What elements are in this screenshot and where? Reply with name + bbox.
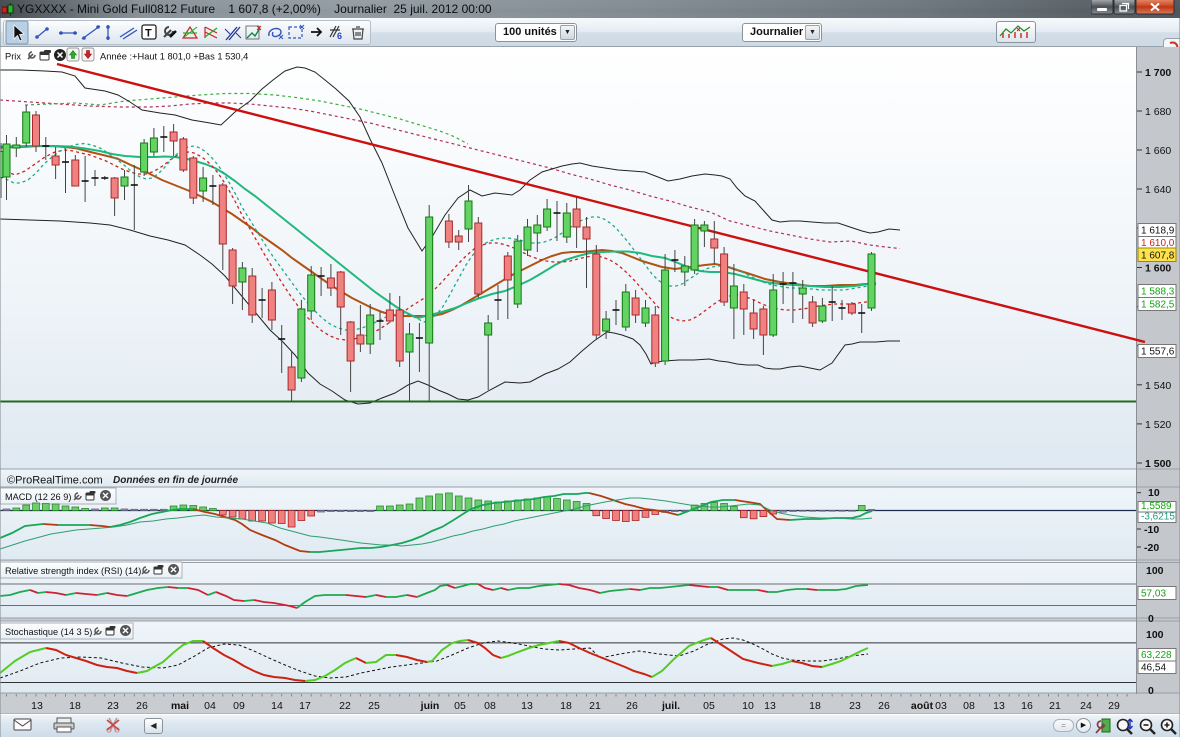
svg-text:13: 13 [764, 700, 776, 712]
svg-text:1 588,3: 1 588,3 [1141, 287, 1175, 298]
svg-text:mai: mai [171, 700, 189, 712]
svg-text:23: 23 [849, 700, 861, 712]
svg-text:1 582,5: 1 582,5 [1141, 300, 1175, 311]
svg-text:05: 05 [703, 700, 715, 712]
svg-text:Données en fin de journée: Données en fin de journée [113, 475, 238, 486]
svg-text:MACD (12 26 9): MACD (12 26 9) [5, 492, 71, 502]
svg-text:0: 0 [1148, 613, 1154, 625]
svg-text:13: 13 [31, 700, 43, 712]
svg-text:13: 13 [993, 700, 1005, 712]
svg-text:juil.: juil. [661, 700, 680, 712]
svg-text:46,54: 46,54 [1141, 663, 1166, 674]
svg-text:26: 26 [626, 700, 638, 712]
svg-text:-20: -20 [1144, 542, 1159, 554]
svg-text:17: 17 [299, 700, 311, 712]
svg-text:05: 05 [454, 700, 466, 712]
svg-text:1 660: 1 660 [1145, 145, 1171, 157]
svg-text:13: 13 [521, 700, 533, 712]
svg-text:Relative strength index (RSI): Relative strength index (RSI) (14) [5, 566, 141, 576]
svg-text:09: 09 [233, 700, 245, 712]
svg-text:08: 08 [484, 700, 496, 712]
svg-text:22: 22 [339, 700, 351, 712]
svg-text:100: 100 [1146, 629, 1164, 641]
svg-text:08: 08 [963, 700, 975, 712]
svg-text:0: 0 [1148, 685, 1154, 697]
svg-text:18: 18 [809, 700, 821, 712]
svg-text:1 680: 1 680 [1145, 106, 1171, 118]
svg-text:63,228: 63,228 [1141, 650, 1172, 661]
svg-text:24: 24 [1080, 700, 1092, 712]
svg-text:29: 29 [1108, 700, 1120, 712]
svg-text:57,03: 57,03 [1141, 589, 1166, 600]
svg-text:août: août [911, 700, 934, 712]
svg-text:1 500: 1 500 [1145, 458, 1171, 470]
svg-text:10: 10 [742, 700, 754, 712]
svg-text:18: 18 [560, 700, 572, 712]
svg-text:26: 26 [878, 700, 890, 712]
svg-text:21: 21 [589, 700, 601, 712]
svg-text:1 520: 1 520 [1145, 419, 1171, 431]
svg-text:1 618,9: 1 618,9 [1141, 226, 1175, 237]
svg-text:1 607,8: 1 607,8 [1141, 251, 1175, 262]
svg-text:©ProRealTime.com: ©ProRealTime.com [7, 475, 103, 487]
svg-text:1 540: 1 540 [1145, 380, 1171, 392]
svg-text:1 557,6: 1 557,6 [1141, 347, 1175, 358]
svg-text:14: 14 [271, 700, 283, 712]
svg-text:16: 16 [1021, 700, 1033, 712]
svg-text:25: 25 [368, 700, 380, 712]
svg-text:1,5589: 1,5589 [1141, 501, 1172, 512]
svg-text:21: 21 [1049, 700, 1061, 712]
svg-text:Année :+Haut 1 801,0 +Bas 1 53: Année :+Haut 1 801,0 +Bas 1 530,4 [100, 52, 248, 62]
svg-text:1 700: 1 700 [1145, 67, 1171, 79]
svg-text:100: 100 [1146, 565, 1164, 577]
svg-text:-3,6215: -3,6215 [1141, 512, 1175, 523]
svg-text:Stochastique (14 3 5): Stochastique (14 3 5) [5, 627, 92, 637]
svg-text:6: 6 [337, 31, 342, 41]
svg-text:1 600: 1 600 [1145, 263, 1171, 275]
svg-text:04: 04 [204, 700, 216, 712]
svg-text:03: 03 [935, 700, 947, 712]
svg-text:1 610,0: 1 610,0 [1141, 238, 1175, 249]
svg-text:T: T [145, 28, 152, 40]
svg-text:23: 23 [107, 700, 119, 712]
svg-text:-10: -10 [1144, 524, 1159, 536]
svg-text:10: 10 [1148, 487, 1160, 499]
svg-text:Prix: Prix [5, 52, 21, 62]
svg-text:18: 18 [69, 700, 81, 712]
svg-text:juin: juin [420, 700, 440, 712]
svg-text:1 640: 1 640 [1145, 184, 1171, 196]
svg-text:26: 26 [136, 700, 148, 712]
